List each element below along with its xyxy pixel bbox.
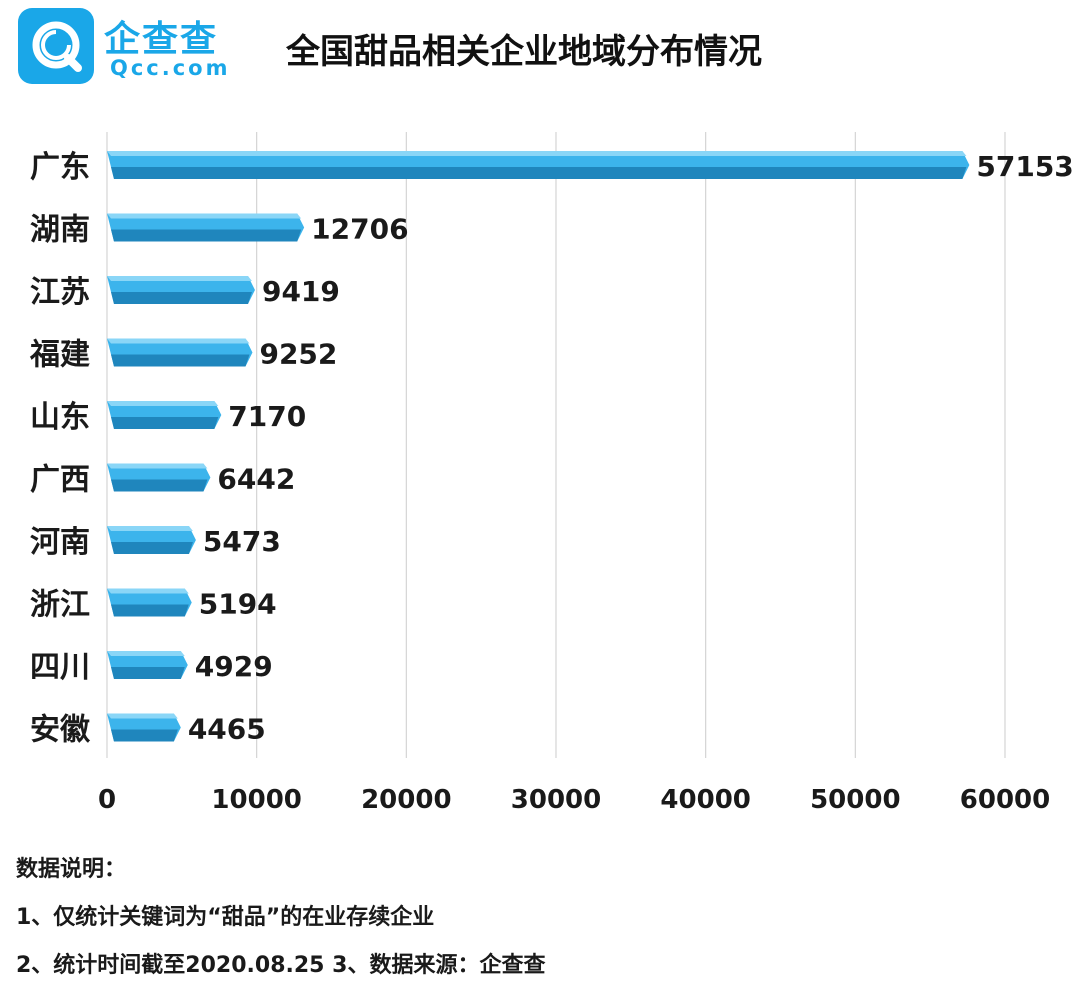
bars (107, 151, 970, 742)
x-tick-label: 20000 (361, 785, 451, 815)
value-label: 12706 (311, 213, 408, 246)
category-label: 江苏 (30, 275, 90, 310)
value-label: 5473 (203, 525, 281, 558)
brand-logo: 企查查 Qcc.com (18, 8, 248, 88)
bar-top (107, 651, 185, 656)
bar-shade (111, 604, 189, 617)
x-tick-label: 30000 (511, 785, 601, 815)
bar-shade (111, 729, 178, 742)
bar-top (107, 588, 189, 594)
category-label: 广西 (30, 463, 90, 498)
bar-shade (111, 479, 208, 492)
value-label: 4929 (195, 650, 273, 683)
value-label: 57153 (976, 150, 1073, 183)
bar-top (107, 151, 967, 156)
bar (107, 651, 188, 679)
bar-shade (111, 292, 252, 304)
category-label: 四川 (30, 650, 90, 685)
value-label: 7170 (228, 400, 306, 433)
bar (107, 276, 255, 304)
x-tick-label: 50000 (810, 785, 900, 815)
bar-top (107, 338, 250, 344)
category-label: 浙江 (30, 588, 90, 623)
value-label: 4465 (188, 713, 266, 746)
x-tick-label: 60000 (960, 785, 1050, 815)
value-label: 9419 (262, 275, 340, 308)
notes-heading: 数据说明： (16, 857, 127, 882)
bar (107, 463, 211, 492)
bar-shade (111, 667, 185, 679)
x-tick-label: 10000 (211, 785, 301, 815)
bar-shade (111, 354, 250, 367)
bar-top (107, 463, 208, 469)
magnifier-q-icon (18, 8, 94, 84)
bar-top (107, 276, 252, 281)
bar (107, 713, 181, 742)
bar-shade (111, 167, 967, 179)
category-label: 湖南 (30, 213, 90, 248)
bar (107, 213, 305, 242)
category-label: 广东 (30, 150, 90, 185)
bar-shade (111, 229, 302, 242)
bar-top (107, 401, 219, 406)
value-labels: 57153 12706 9419 9252 7170 6442 5473 5194 4929 44… (188, 150, 1074, 746)
x-tick-label: 0 (98, 785, 116, 815)
category-label: 河南 (30, 525, 90, 560)
bar (107, 526, 196, 554)
data-notes: 数据说明： 1、仅统计关键词为“甜品”的在业存续企业 2、统计时间截至2020.… (16, 846, 1056, 990)
bar (107, 338, 253, 367)
bar (107, 588, 192, 617)
brand-name-en: Qcc.com (110, 56, 231, 80)
notes-line-1: 1、仅统计关键词为“甜品”的在业存续企业 (16, 905, 435, 930)
category-label: 山东 (30, 400, 90, 435)
value-label: 6442 (217, 463, 295, 496)
brand-name-cn: 企查查 (104, 19, 219, 60)
x-tick-label: 40000 (660, 785, 750, 815)
notes-line-2: 2、统计时间截至2020.08.25 3、数据来源：企查查 (16, 953, 546, 978)
bar-top (107, 713, 178, 719)
bar-top (107, 526, 193, 531)
chart-title: 全国甜品相关企业地域分布情况 (286, 32, 762, 72)
bar (107, 151, 970, 179)
x-tick-labels: 0 10000 20000 30000 40000 50000 60000 (98, 785, 1050, 815)
bar-shade (111, 542, 193, 554)
bar-top (107, 213, 302, 219)
category-label: 福建 (29, 338, 90, 373)
category-label: 安徽 (30, 713, 91, 748)
value-label: 5194 (199, 588, 277, 621)
bar-shade (111, 417, 219, 429)
value-label: 9252 (259, 338, 337, 371)
bar (107, 401, 222, 429)
